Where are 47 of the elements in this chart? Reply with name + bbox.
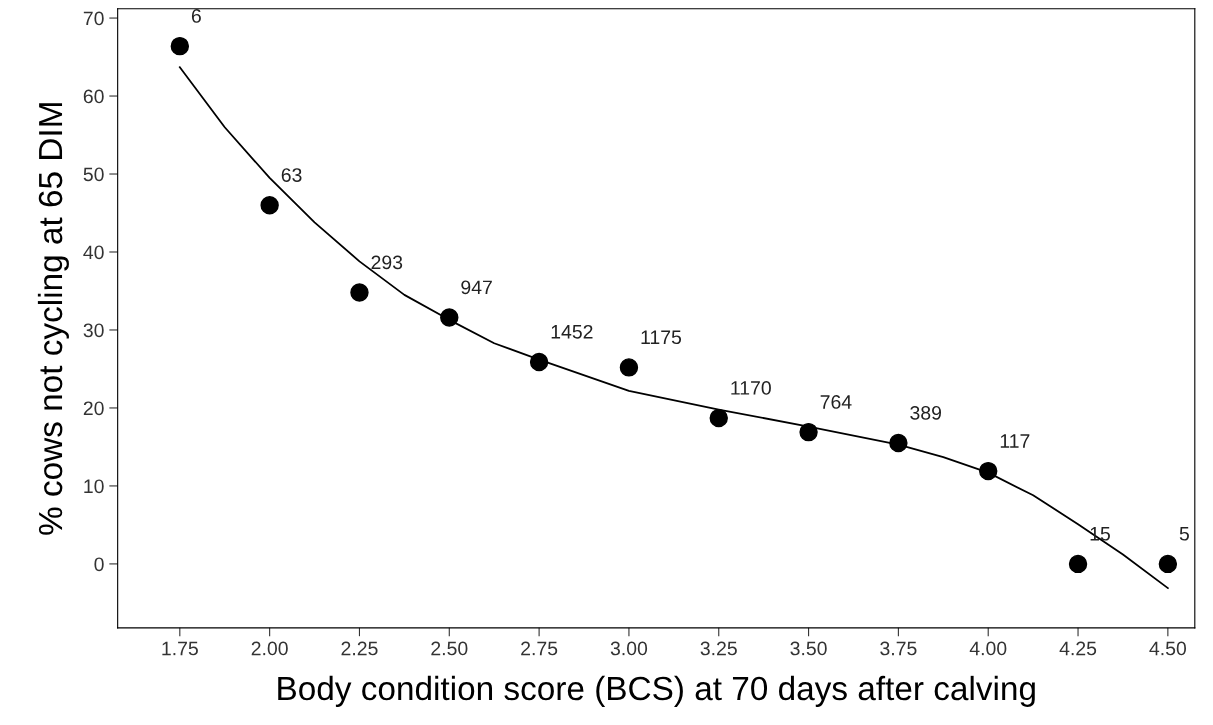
point [979, 461, 998, 481]
x-tick-label: 1.75 [162, 641, 198, 656]
line-series [178, 66, 1169, 589]
point [440, 308, 459, 327]
x-tick-label: 3.50 [790, 641, 827, 656]
point [799, 422, 818, 442]
x-tick-label: 4.25 [1059, 641, 1097, 656]
x-tick-label: 2.00 [251, 641, 288, 656]
x-tick-label: 2.75 [521, 641, 558, 656]
annotation: 117 [1000, 434, 1030, 448]
y-tick-label: 70 [83, 11, 104, 26]
y-tick-label: 50 [83, 167, 104, 182]
annotation: 947 [461, 280, 492, 295]
y-tick-label: 20 [83, 401, 104, 416]
point [170, 36, 190, 56]
point [619, 358, 639, 377]
annotation: 1452 [551, 324, 593, 339]
y-tick-label: 40 [83, 245, 104, 260]
annotation: 5 [1179, 527, 1189, 541]
y-tick-label: 10 [84, 479, 104, 494]
point [1068, 554, 1088, 574]
annotation: 6 [191, 9, 201, 23]
point [350, 283, 369, 302]
annotation: 389 [910, 405, 942, 420]
y-axis-title: % cows not cycling at 65 DIM [37, 103, 69, 535]
point [529, 352, 549, 372]
x-tick-label: 3.00 [610, 641, 648, 656]
point [260, 196, 279, 215]
point [889, 433, 908, 453]
x-axis-title: Body condition score (BCS) at 70 days after calving [278, 675, 1035, 707]
x-tick-label: 2.25 [341, 641, 378, 656]
annotation: 63 [281, 168, 302, 182]
x-tick-label: 4.50 [1149, 641, 1187, 656]
annotation: 1170 [731, 381, 771, 395]
annotation: 1175 [641, 330, 682, 345]
y-tick-label: 30 [83, 323, 104, 338]
annotation: 293 [371, 255, 403, 270]
x-tick-label: 3.75 [880, 641, 917, 656]
x-tick-label: 4.00 [969, 641, 1007, 656]
y-tick-label: 0 [94, 557, 104, 572]
annotation: 15 [1090, 527, 1110, 541]
x-tick-label: 3.25 [700, 641, 737, 656]
y-tick-label: 60 [83, 89, 104, 104]
x-tick-label: 2.50 [431, 641, 468, 656]
point [709, 408, 728, 428]
point [1158, 554, 1178, 574]
annotation: 764 [820, 395, 852, 409]
